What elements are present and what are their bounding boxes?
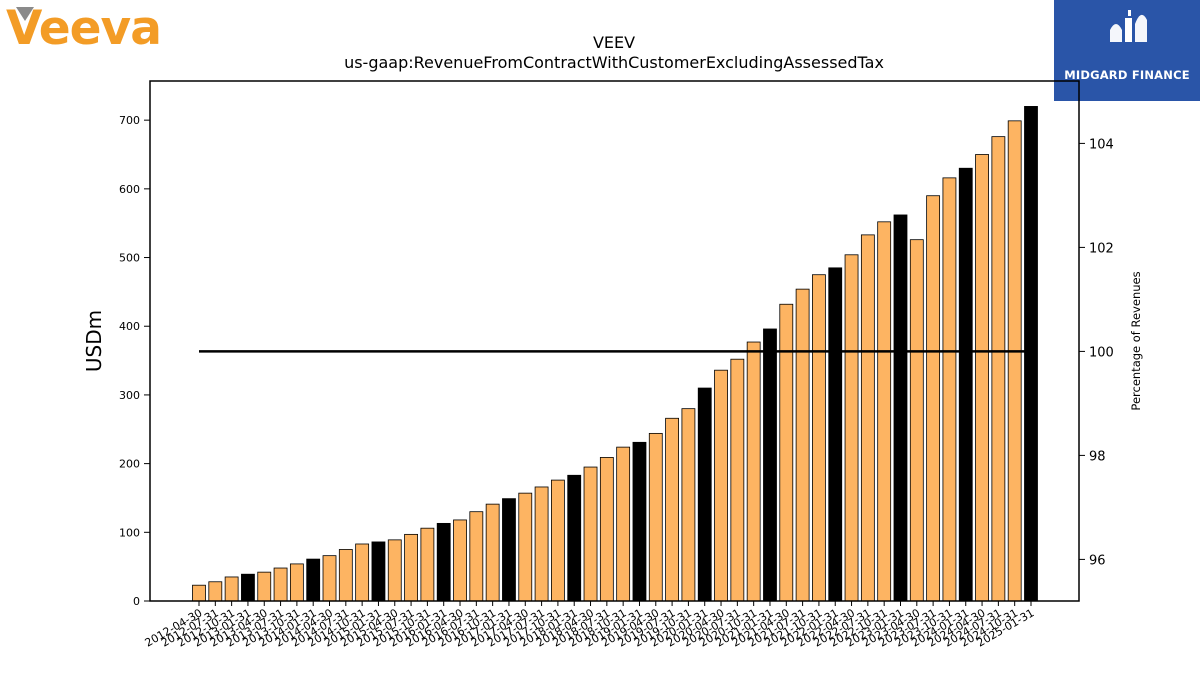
y2-tick-label: 96: [1089, 553, 1106, 568]
bar-2013-01-31: [241, 573, 255, 602]
bar-2013-04-30: [257, 571, 272, 602]
veeva-logo: Veeva: [4, 1, 174, 56]
bar-2018-10-31: [616, 446, 631, 602]
y-tick-label: 0: [133, 595, 140, 608]
x-axis: 2012-04-302012-07-312012-10-312013-01-31…: [143, 601, 1037, 650]
bar-2014-01-31: [306, 558, 321, 602]
bar-2025-01-31: [1024, 106, 1038, 602]
bar-series: [192, 106, 1038, 602]
bar-2022-04-30: [844, 254, 859, 602]
bar-2015-01-31: [371, 541, 386, 602]
bar-2015-10-31: [420, 527, 435, 602]
y2-tick-label: 104: [1089, 137, 1114, 152]
bar-2022-10-31: [877, 221, 892, 602]
right-axis: 96 98 100 102 104: [1079, 137, 1114, 568]
bar-2023-07-31: [926, 195, 941, 602]
bar-2019-01-31: [632, 441, 647, 602]
logo-text: Veeva: [6, 4, 161, 48]
bar-2024-04-30: [975, 154, 989, 602]
bar-2013-07-31: [273, 567, 288, 602]
bar-2024-07-31: [991, 136, 1006, 602]
bar-2018-07-31: [599, 457, 614, 602]
bar-2016-01-31: [436, 522, 451, 602]
bar-2016-07-31: [469, 511, 484, 602]
bar-2018-04-30: [583, 466, 598, 602]
bar-2024-01-31: [958, 167, 973, 602]
y2-tick-label: 98: [1089, 449, 1106, 464]
bar-2017-01-31: [502, 498, 516, 602]
y-tick-label: 700: [119, 114, 140, 127]
y2-tick-label: 102: [1089, 241, 1114, 256]
bar-2016-10-31: [485, 503, 500, 602]
y-tick-label: 500: [119, 252, 140, 265]
chart-subtitle: us-gaap:RevenueFromContractWithCustomerE…: [344, 53, 884, 72]
y-tick-label: 600: [119, 183, 140, 196]
bar-2020-01-31: [697, 387, 712, 602]
y-tick-label: 300: [119, 389, 140, 402]
y2-axis-label: Percentage of Revenues: [1129, 271, 1143, 410]
plot-frame: [149, 80, 1080, 602]
bar-2012-07-31: [208, 581, 223, 602]
chart-title: VEEV: [593, 33, 635, 52]
left-axis: 0 100 200 300 400 500 600 700: [119, 114, 150, 608]
bar-2021-04-30: [779, 303, 794, 602]
logo-mark-icon: [16, 7, 34, 21]
y2-tick-label: 100: [1089, 345, 1114, 360]
bar-2013-10-31: [289, 563, 304, 602]
bar-2021-07-31: [795, 288, 810, 602]
y-tick-label: 100: [119, 526, 140, 539]
bar-2023-10-31: [942, 177, 957, 602]
y-axis-label: USDm: [82, 310, 106, 372]
bar-2017-04-30: [518, 492, 533, 602]
bar-2012-04-30: [192, 584, 206, 602]
bar-2023-04-30: [909, 239, 924, 602]
bar-2020-04-30: [714, 369, 728, 602]
bar-2019-07-31: [665, 417, 679, 602]
bar-2014-04-30: [322, 555, 337, 602]
bar-2020-10-31: [746, 341, 761, 602]
bar-2018-01-31: [567, 474, 582, 602]
bar-2021-10-31: [812, 274, 826, 602]
bar-2022-07-31: [860, 234, 875, 602]
y-tick-label: 400: [119, 320, 140, 333]
midgard-finance-badge: MIDGARD FINANCE: [1054, 0, 1200, 101]
bar-2014-10-31: [355, 543, 370, 602]
bar-2016-04-30: [453, 519, 467, 602]
bar-2023-01-31: [893, 214, 908, 602]
bar-2017-10-31: [551, 479, 565, 602]
y-tick-label: 200: [119, 458, 140, 471]
bar-2017-07-31: [534, 486, 549, 602]
bar-2015-04-30: [387, 539, 402, 602]
bar-2019-04-30: [648, 432, 663, 602]
bar-2019-10-31: [681, 408, 696, 602]
midgard-logo-icon: [1110, 10, 1147, 42]
bar-2024-10-31: [1007, 120, 1022, 602]
bar-2022-01-31: [828, 267, 843, 602]
bar-2021-01-31: [763, 328, 777, 602]
bar-2020-07-31: [730, 358, 745, 602]
bar-2012-10-31: [224, 576, 239, 602]
bar-2015-07-31: [404, 533, 418, 602]
bar-2014-07-31: [338, 549, 353, 602]
badge-text: MIDGARD FINANCE: [1064, 68, 1190, 82]
